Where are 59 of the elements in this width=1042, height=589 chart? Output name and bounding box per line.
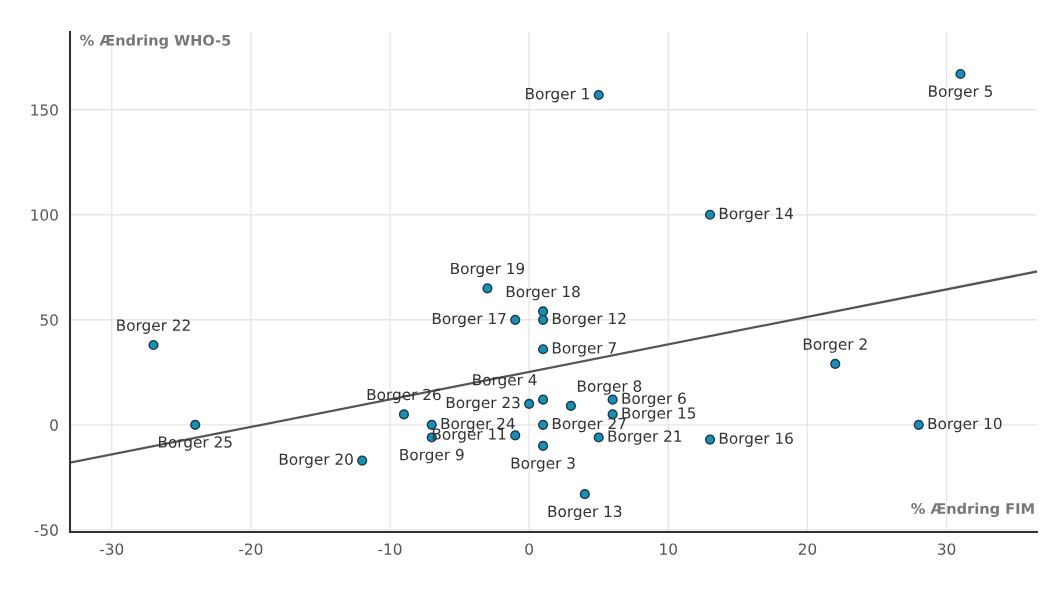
point bbox=[537, 344, 549, 355]
annotation: Borger 19 bbox=[451, 262, 525, 278]
point bbox=[537, 394, 549, 405]
annotation: Borger 9 bbox=[400, 448, 464, 464]
y-axis-title: % Ændring WHO-5 bbox=[80, 34, 231, 49]
point bbox=[537, 440, 549, 451]
point bbox=[565, 400, 576, 412]
point bbox=[524, 398, 535, 409]
x-tick-label: 30 bbox=[938, 543, 956, 555]
x-tick-label: -20 bbox=[239, 543, 263, 555]
annotation: Borger 20 bbox=[279, 453, 353, 468]
point bbox=[955, 68, 966, 80]
point bbox=[704, 209, 716, 220]
x-tick-label: 20 bbox=[798, 543, 817, 555]
annotation: Borger 10 bbox=[928, 417, 1002, 433]
point bbox=[426, 419, 437, 430]
annotation: Borger 5 bbox=[929, 85, 993, 100]
point bbox=[593, 432, 604, 443]
point bbox=[357, 455, 368, 466]
point bbox=[537, 419, 549, 430]
annotation: Borger 12 bbox=[552, 312, 626, 328]
y-tick-label: 50 bbox=[40, 314, 58, 326]
x-axis-title: % Ændring FIM bbox=[911, 502, 1034, 517]
point bbox=[607, 394, 618, 405]
annotation: Borger 23 bbox=[446, 396, 520, 412]
annotation: Borger 17 bbox=[432, 312, 506, 328]
point bbox=[148, 339, 159, 351]
annotation: Borger 2 bbox=[803, 338, 867, 353]
x-tick-label: -30 bbox=[100, 543, 124, 555]
y-tick-label: 0 bbox=[50, 419, 58, 431]
point bbox=[579, 489, 590, 500]
annotation: Borger 4 bbox=[473, 374, 537, 389]
point bbox=[510, 314, 521, 325]
point bbox=[398, 409, 410, 420]
y-tick-label: 100 bbox=[31, 209, 58, 221]
point bbox=[482, 283, 493, 294]
point bbox=[593, 89, 604, 101]
annotation: Borger 3 bbox=[511, 457, 575, 472]
annotation: Borger 7 bbox=[552, 342, 616, 357]
x-tick-label: -10 bbox=[378, 543, 402, 555]
point bbox=[830, 358, 841, 370]
y-tick-label: -50 bbox=[34, 524, 58, 536]
annotation: Borger 1 bbox=[526, 88, 589, 103]
point bbox=[190, 419, 201, 430]
x-tick-label: 10 bbox=[660, 543, 677, 555]
annotation: Borger 25 bbox=[158, 436, 232, 451]
y-tick-label: 150 bbox=[31, 104, 58, 116]
x-tick-label: 0 bbox=[525, 543, 533, 555]
point bbox=[913, 419, 924, 430]
annotation: Borger 14 bbox=[719, 207, 794, 223]
point bbox=[537, 314, 549, 325]
point bbox=[704, 434, 716, 445]
annotation: Borger 21 bbox=[608, 430, 682, 445]
annotation: Borger 16 bbox=[719, 432, 793, 447]
annotation: Borger 22 bbox=[117, 319, 190, 334]
point bbox=[510, 430, 521, 441]
annotation: Borger 13 bbox=[548, 505, 622, 521]
annotation: Borger 18 bbox=[506, 285, 580, 301]
point bbox=[537, 306, 549, 317]
